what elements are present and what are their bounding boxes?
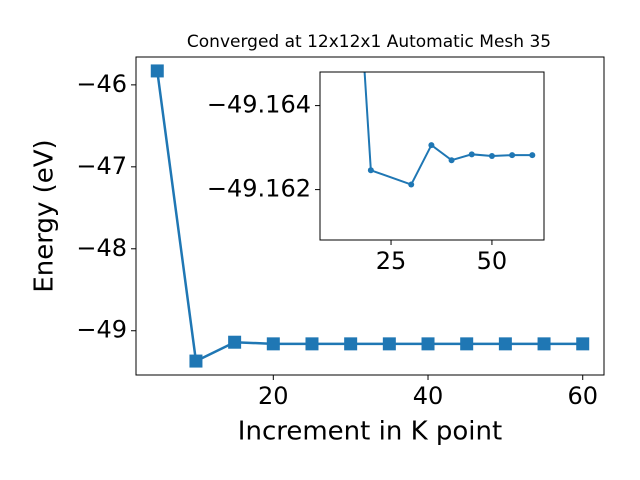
marker bbox=[509, 152, 516, 159]
marker bbox=[266, 337, 280, 351]
marker bbox=[468, 151, 475, 158]
marker bbox=[460, 337, 474, 351]
x-axis-label: Increment in K point bbox=[238, 417, 502, 447]
marker bbox=[305, 337, 319, 351]
marker bbox=[150, 64, 164, 78]
marker bbox=[498, 337, 512, 351]
y-tick-label: −48 bbox=[76, 234, 127, 262]
y-axis-label: Energy (eV) bbox=[30, 139, 60, 292]
x-tick-label: 40 bbox=[413, 382, 444, 410]
y-tick-label: −49 bbox=[76, 316, 127, 344]
marker bbox=[576, 337, 590, 351]
x-tick-label: 20 bbox=[258, 382, 289, 410]
plot-frame bbox=[135, 56, 605, 376]
x-tick-label: 25 bbox=[376, 247, 407, 275]
marker bbox=[488, 153, 495, 159]
x-tick-label: 60 bbox=[567, 382, 598, 410]
y-tick-label: −49.164 bbox=[207, 91, 311, 119]
marker bbox=[189, 354, 203, 368]
y-tick-label: −49.162 bbox=[207, 175, 311, 203]
marker bbox=[408, 181, 415, 188]
y-tick-label: −46 bbox=[76, 70, 127, 98]
marker bbox=[228, 335, 242, 349]
marker bbox=[421, 337, 435, 351]
plot-frame bbox=[319, 71, 545, 241]
plot-content bbox=[150, 64, 590, 368]
marker bbox=[448, 157, 455, 164]
marker bbox=[344, 337, 358, 351]
x-tick-label: 50 bbox=[477, 247, 508, 275]
y-tick-label: −47 bbox=[76, 152, 127, 180]
marker bbox=[537, 337, 551, 351]
chart-title: Converged at 12x12x1 Automatic Mesh 35 bbox=[187, 32, 551, 52]
marker bbox=[367, 167, 374, 174]
marker bbox=[382, 337, 396, 351]
marker bbox=[428, 142, 435, 149]
marker bbox=[529, 152, 536, 159]
plot-content bbox=[363, 72, 536, 188]
